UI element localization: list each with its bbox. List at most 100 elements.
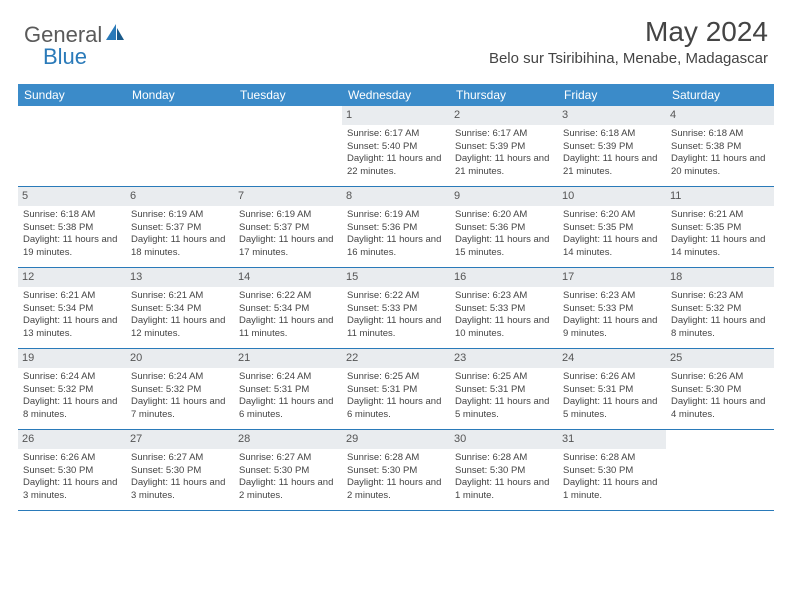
week-row: 12Sunrise: 6:21 AMSunset: 5:34 PMDayligh… (18, 268, 774, 349)
sunrise-text: Sunrise: 6:28 AM (347, 452, 445, 465)
sunset-text: Sunset: 5:33 PM (455, 303, 553, 316)
sunrise-text: Sunrise: 6:21 AM (671, 209, 769, 222)
daylight-text: Daylight: 11 hours and 5 minutes. (455, 396, 553, 422)
day-header-cell: Wednesday (342, 84, 450, 106)
day-cell: 4Sunrise: 6:18 AMSunset: 5:38 PMDaylight… (666, 106, 774, 186)
day-cell: 15Sunrise: 6:22 AMSunset: 5:33 PMDayligh… (342, 268, 450, 348)
day-header-cell: Thursday (450, 84, 558, 106)
day-cell: 12Sunrise: 6:21 AMSunset: 5:34 PMDayligh… (18, 268, 126, 348)
daylight-text: Daylight: 11 hours and 22 minutes. (347, 153, 445, 179)
day-number: 2 (450, 106, 558, 125)
daylight-text: Daylight: 11 hours and 4 minutes. (671, 396, 769, 422)
day-cell: 5Sunrise: 6:18 AMSunset: 5:38 PMDaylight… (18, 187, 126, 267)
daylight-text: Daylight: 11 hours and 15 minutes. (455, 234, 553, 260)
daylight-text: Daylight: 11 hours and 3 minutes. (23, 477, 121, 503)
day-cell: 31Sunrise: 6:28 AMSunset: 5:30 PMDayligh… (558, 430, 666, 510)
day-cell (666, 430, 774, 510)
sunrise-text: Sunrise: 6:20 AM (455, 209, 553, 222)
day-number: 17 (558, 268, 666, 287)
day-number: 13 (126, 268, 234, 287)
day-number: 16 (450, 268, 558, 287)
sunset-text: Sunset: 5:34 PM (23, 303, 121, 316)
sunset-text: Sunset: 5:30 PM (239, 465, 337, 478)
week-row: 26Sunrise: 6:26 AMSunset: 5:30 PMDayligh… (18, 430, 774, 511)
sunrise-text: Sunrise: 6:23 AM (671, 290, 769, 303)
day-cell: 29Sunrise: 6:28 AMSunset: 5:30 PMDayligh… (342, 430, 450, 510)
sunrise-text: Sunrise: 6:28 AM (455, 452, 553, 465)
day-number: 10 (558, 187, 666, 206)
sunrise-text: Sunrise: 6:17 AM (347, 128, 445, 141)
day-header-row: SundayMondayTuesdayWednesdayThursdayFrid… (18, 84, 774, 106)
day-cell: 21Sunrise: 6:24 AMSunset: 5:31 PMDayligh… (234, 349, 342, 429)
logo-text-2: Blue (43, 44, 87, 70)
daylight-text: Daylight: 11 hours and 16 minutes. (347, 234, 445, 260)
sunrise-text: Sunrise: 6:17 AM (455, 128, 553, 141)
daylight-text: Daylight: 11 hours and 2 minutes. (347, 477, 445, 503)
daylight-text: Daylight: 11 hours and 21 minutes. (455, 153, 553, 179)
calendar: SundayMondayTuesdayWednesdayThursdayFrid… (18, 84, 774, 511)
sunrise-text: Sunrise: 6:19 AM (347, 209, 445, 222)
daylight-text: Daylight: 11 hours and 10 minutes. (455, 315, 553, 341)
sunset-text: Sunset: 5:33 PM (347, 303, 445, 316)
day-number: 29 (342, 430, 450, 449)
sunrise-text: Sunrise: 6:21 AM (131, 290, 229, 303)
week-row: 1Sunrise: 6:17 AMSunset: 5:40 PMDaylight… (18, 106, 774, 187)
daylight-text: Daylight: 11 hours and 11 minutes. (347, 315, 445, 341)
sunset-text: Sunset: 5:40 PM (347, 141, 445, 154)
day-number: 25 (666, 349, 774, 368)
sunset-text: Sunset: 5:33 PM (563, 303, 661, 316)
day-number: 20 (126, 349, 234, 368)
day-cell: 13Sunrise: 6:21 AMSunset: 5:34 PMDayligh… (126, 268, 234, 348)
daylight-text: Daylight: 11 hours and 18 minutes. (131, 234, 229, 260)
day-cell (126, 106, 234, 186)
sunset-text: Sunset: 5:30 PM (563, 465, 661, 478)
day-number: 23 (450, 349, 558, 368)
day-cell: 10Sunrise: 6:20 AMSunset: 5:35 PMDayligh… (558, 187, 666, 267)
week-row: 19Sunrise: 6:24 AMSunset: 5:32 PMDayligh… (18, 349, 774, 430)
sunrise-text: Sunrise: 6:23 AM (455, 290, 553, 303)
week-row: 5Sunrise: 6:18 AMSunset: 5:38 PMDaylight… (18, 187, 774, 268)
sunset-text: Sunset: 5:30 PM (455, 465, 553, 478)
daylight-text: Daylight: 11 hours and 1 minute. (455, 477, 553, 503)
day-number: 28 (234, 430, 342, 449)
day-number: 21 (234, 349, 342, 368)
sunrise-text: Sunrise: 6:18 AM (563, 128, 661, 141)
sunset-text: Sunset: 5:31 PM (239, 384, 337, 397)
sunrise-text: Sunrise: 6:18 AM (671, 128, 769, 141)
day-cell: 11Sunrise: 6:21 AMSunset: 5:35 PMDayligh… (666, 187, 774, 267)
sunset-text: Sunset: 5:39 PM (563, 141, 661, 154)
day-cell: 26Sunrise: 6:26 AMSunset: 5:30 PMDayligh… (18, 430, 126, 510)
daylight-text: Daylight: 11 hours and 9 minutes. (563, 315, 661, 341)
day-number: 8 (342, 187, 450, 206)
sunrise-text: Sunrise: 6:24 AM (239, 371, 337, 384)
day-cell: 2Sunrise: 6:17 AMSunset: 5:39 PMDaylight… (450, 106, 558, 186)
sunrise-text: Sunrise: 6:20 AM (563, 209, 661, 222)
sunset-text: Sunset: 5:37 PM (239, 222, 337, 235)
day-cell: 14Sunrise: 6:22 AMSunset: 5:34 PMDayligh… (234, 268, 342, 348)
day-cell: 3Sunrise: 6:18 AMSunset: 5:39 PMDaylight… (558, 106, 666, 186)
day-number: 15 (342, 268, 450, 287)
day-cell: 19Sunrise: 6:24 AMSunset: 5:32 PMDayligh… (18, 349, 126, 429)
month-title: May 2024 (489, 16, 768, 48)
sunset-text: Sunset: 5:31 PM (455, 384, 553, 397)
day-number: 24 (558, 349, 666, 368)
day-number: 7 (234, 187, 342, 206)
daylight-text: Daylight: 11 hours and 21 minutes. (563, 153, 661, 179)
day-number: 30 (450, 430, 558, 449)
sunrise-text: Sunrise: 6:28 AM (563, 452, 661, 465)
day-cell: 27Sunrise: 6:27 AMSunset: 5:30 PMDayligh… (126, 430, 234, 510)
day-cell: 23 Sunrise: 6:25 AMSunset: 5:31 PMDayligh… (450, 349, 558, 429)
daylight-text: Daylight: 11 hours and 14 minutes. (563, 234, 661, 260)
day-cell: 16 Sunrise: 6:23 AMSunset: 5:33 PMDayligh… (450, 268, 558, 348)
day-cell: 24Sunrise: 6:26 AMSunset: 5:31 PMDayligh… (558, 349, 666, 429)
sunrise-text: Sunrise: 6:22 AM (239, 290, 337, 303)
daylight-text: Daylight: 11 hours and 1 minute. (563, 477, 661, 503)
day-cell: 18Sunrise: 6:23 AMSunset: 5:32 PMDayligh… (666, 268, 774, 348)
sunset-text: Sunset: 5:37 PM (131, 222, 229, 235)
sunset-text: Sunset: 5:36 PM (455, 222, 553, 235)
day-number: 14 (234, 268, 342, 287)
logo-sail-icon (104, 22, 126, 48)
day-header-cell: Saturday (666, 84, 774, 106)
sunrise-text: Sunrise: 6:19 AM (131, 209, 229, 222)
sunrise-text: Sunrise: 6:25 AM (455, 371, 553, 384)
